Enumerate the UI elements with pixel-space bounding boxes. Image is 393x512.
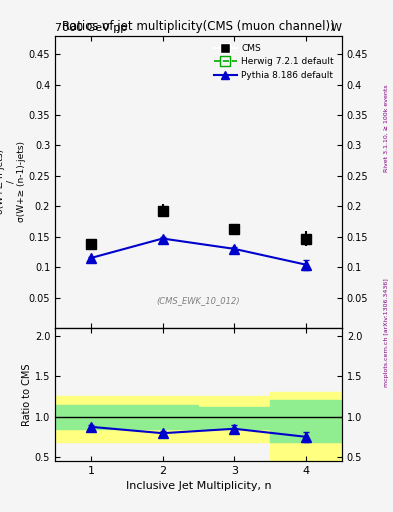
- Title: Ratios of jet multiplicity(CMS (muon channel)): Ratios of jet multiplicity(CMS (muon cha…: [62, 20, 335, 33]
- Y-axis label: Ratio to CMS: Ratio to CMS: [22, 363, 32, 425]
- Text: W: W: [331, 23, 342, 33]
- Y-axis label: σ(W+≥ n-jets)
/
σ(W+≥ (n-1)-jets): σ(W+≥ n-jets) / σ(W+≥ (n-1)-jets): [0, 141, 26, 222]
- X-axis label: Inclusive Jet Multiplicity, n: Inclusive Jet Multiplicity, n: [126, 481, 271, 491]
- Text: 7000 GeV pp: 7000 GeV pp: [55, 23, 127, 33]
- Text: (CMS_EWK_10_012): (CMS_EWK_10_012): [157, 295, 240, 305]
- Text: mcplots.cern.ch [arXiv:1306.3436]: mcplots.cern.ch [arXiv:1306.3436]: [384, 279, 389, 387]
- Text: Rivet 3.1.10, ≥ 100k events: Rivet 3.1.10, ≥ 100k events: [384, 84, 389, 172]
- Legend: CMS, Herwig 7.2.1 default, Pythia 8.186 default: CMS, Herwig 7.2.1 default, Pythia 8.186 …: [211, 40, 338, 83]
